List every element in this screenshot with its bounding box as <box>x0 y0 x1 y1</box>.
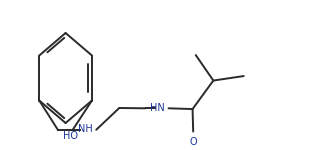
Text: NH: NH <box>78 124 92 134</box>
Text: O: O <box>189 137 197 147</box>
Text: HN: HN <box>150 103 165 113</box>
Text: HO: HO <box>63 131 78 141</box>
